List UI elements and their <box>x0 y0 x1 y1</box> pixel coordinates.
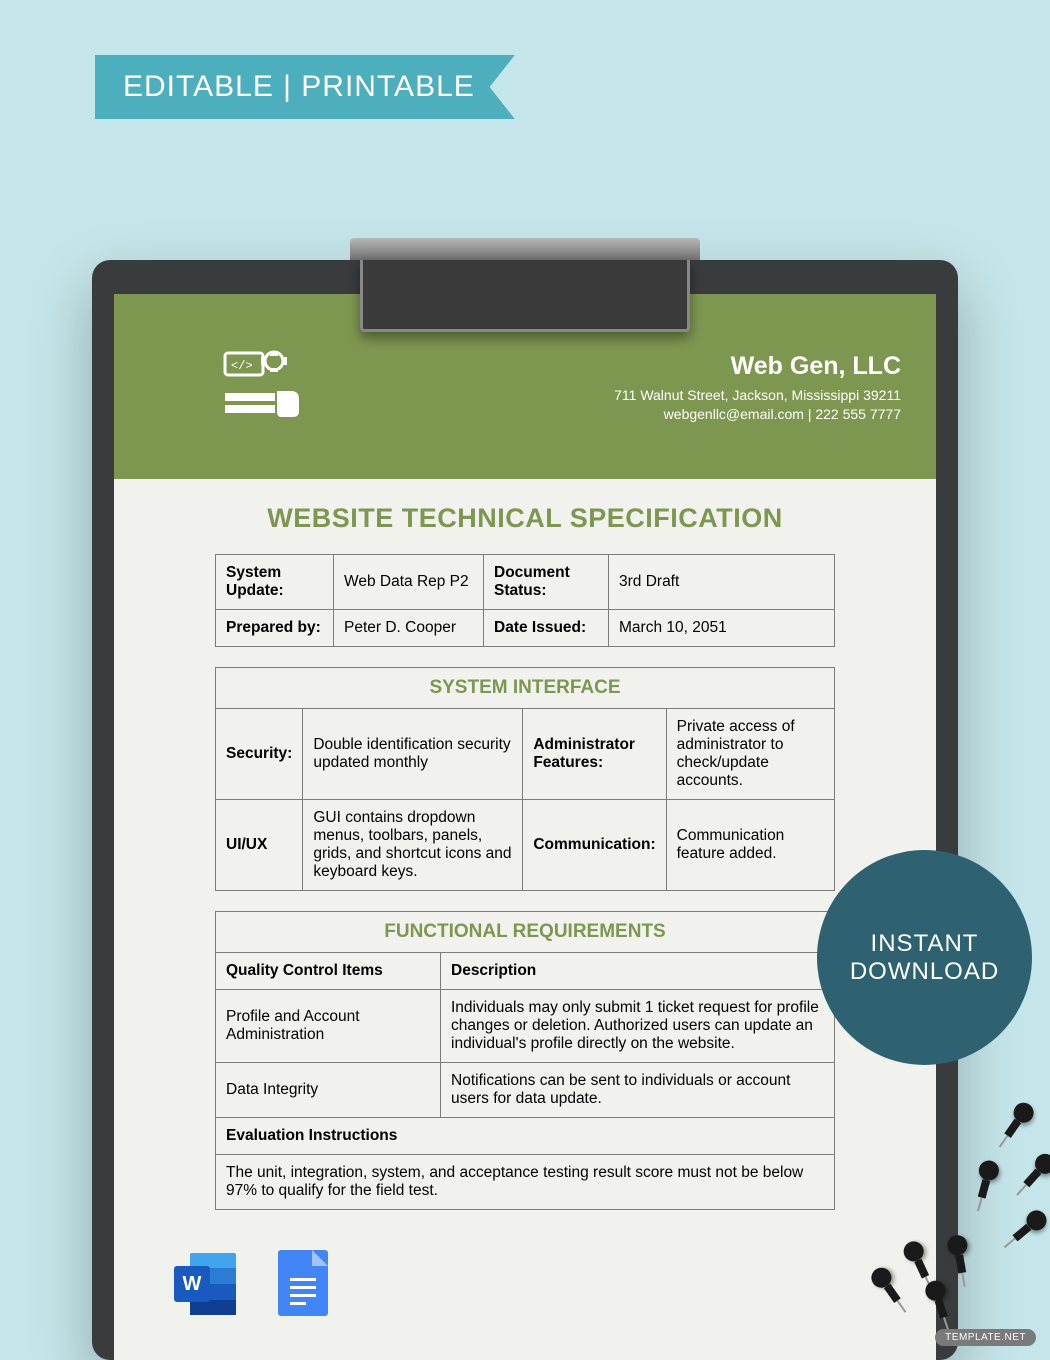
sys-value: Private access of administrator to check… <box>666 709 834 800</box>
table-row: Prepared by: Peter D. Cooper Date Issued… <box>216 610 835 647</box>
company-name: Web Gen, LLC <box>614 352 901 381</box>
sys-label: Communication: <box>523 800 666 891</box>
system-interface-table: SYSTEM INTERFACE Security: Double identi… <box>215 667 835 891</box>
functional-requirements-table: FUNCTIONAL REQUIREMENTS Quality Control … <box>215 911 835 1210</box>
table-row: FUNCTIONAL REQUIREMENTS <box>216 912 835 953</box>
sys-label: Security: <box>216 709 303 800</box>
meta-label: Document Status: <box>484 555 609 610</box>
clip-icon <box>350 238 700 338</box>
meta-value: March 10, 2051 <box>609 610 835 647</box>
func-item: Data Integrity <box>216 1063 441 1118</box>
table-row: Evaluation Instructions <box>216 1118 835 1155</box>
meta-value: Peter D. Cooper <box>334 610 484 647</box>
instant-download-badge[interactable]: INSTANT DOWNLOAD <box>817 850 1032 1065</box>
meta-label: System Update: <box>216 555 334 610</box>
func-desc: Individuals may only submit 1 ticket req… <box>441 990 835 1063</box>
meta-value: 3rd Draft <box>609 555 835 610</box>
google-docs-icon <box>278 1250 328 1316</box>
company-info: Web Gen, LLC 711 Walnut Street, Jackson,… <box>614 352 901 422</box>
sys-value: Double identification security updated m… <box>303 709 523 800</box>
meta-label: Prepared by: <box>216 610 334 647</box>
meta-table: System Update: Web Data Rep P2 Document … <box>215 554 835 647</box>
sys-label: UI/UX <box>216 800 303 891</box>
column-header: Quality Control Items <box>216 953 441 990</box>
sys-value: GUI contains dropdown menus, toolbars, p… <box>303 800 523 891</box>
company-contact: webgenllc@email.com | 222 555 7777 <box>614 406 901 422</box>
func-item: Profile and Account Administration <box>216 990 441 1063</box>
eval-header: Evaluation Instructions <box>216 1118 835 1155</box>
table-row: The unit, integration, system, and accep… <box>216 1155 835 1210</box>
section-header: FUNCTIONAL REQUIREMENTS <box>216 912 835 953</box>
column-header: Description <box>441 953 835 990</box>
company-address: 711 Walnut Street, Jackson, Mississippi … <box>614 387 901 403</box>
func-desc: Notifications can be sent to individuals… <box>441 1063 835 1118</box>
table-row: Security: Double identification security… <box>216 709 835 800</box>
badge-line2: DOWNLOAD <box>850 958 999 986</box>
table-row: System Update: Web Data Rep P2 Document … <box>216 555 835 610</box>
svg-text:</>: </> <box>231 359 253 373</box>
table-row: SYSTEM INTERFACE <box>216 668 835 709</box>
sys-value: Communication feature added. <box>666 800 834 891</box>
meta-label: Date Issued: <box>484 610 609 647</box>
sys-label: Administrator Features: <box>523 709 666 800</box>
document-page: </> Web Gen, LLC 711 Walnut Street, Jack… <box>114 294 936 1360</box>
table-row: Data Integrity Notifications can be sent… <box>216 1063 835 1118</box>
document-title: WEBSITE TECHNICAL SPECIFICATION <box>114 503 936 534</box>
format-icons: W <box>174 1250 328 1318</box>
badge-line1: INSTANT <box>871 930 979 958</box>
meta-value: Web Data Rep P2 <box>334 555 484 610</box>
clipboard: </> Web Gen, LLC 711 Walnut Street, Jack… <box>92 260 958 1360</box>
watermark: TEMPLATE.NET <box>935 1329 1036 1346</box>
table-row: Profile and Account Administration Indiv… <box>216 990 835 1063</box>
editable-ribbon: EDITABLE | PRINTABLE <box>95 55 515 119</box>
section-header: SYSTEM INTERFACE <box>216 668 835 709</box>
eval-text: The unit, integration, system, and accep… <box>216 1155 835 1210</box>
ms-word-icon: W <box>174 1250 236 1318</box>
table-row: Quality Control Items Description <box>216 953 835 990</box>
company-logo-icon: </> <box>219 339 309 434</box>
table-row: UI/UX GUI contains dropdown menus, toolb… <box>216 800 835 891</box>
